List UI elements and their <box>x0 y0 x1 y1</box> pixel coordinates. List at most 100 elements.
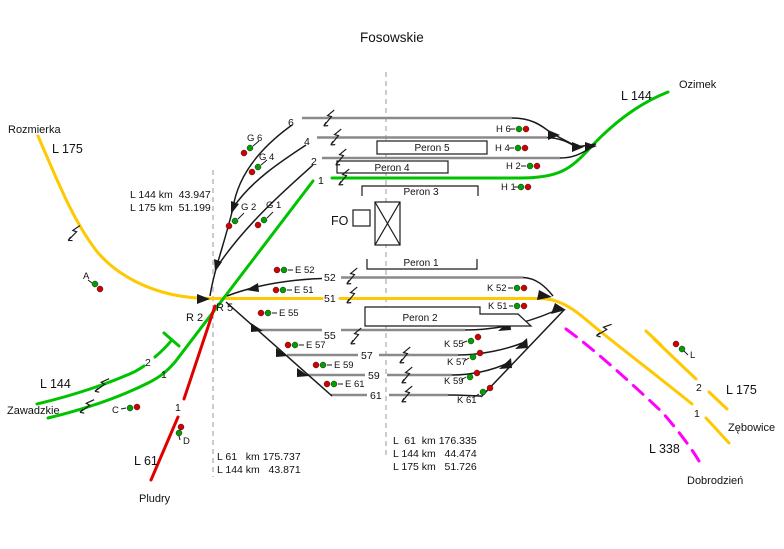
signal-k55: K 55 <box>444 333 482 350</box>
line-number-l338: L 338 <box>649 442 680 456</box>
signal-label: H 2 <box>506 161 521 172</box>
signal-label: E 52 <box>295 265 315 276</box>
line-number-l144-sw: L 144 <box>40 377 71 391</box>
platform-label: Peron 1 <box>403 258 438 269</box>
station-building-cross <box>374 201 401 246</box>
track-number-6: 6 <box>288 117 294 129</box>
km-value: L 144 km 43.947 <box>130 189 211 201</box>
signal-g4: G 4 <box>248 152 274 176</box>
signal-e52: E 52 <box>273 265 315 276</box>
signal-h4: H 4 <box>495 143 529 154</box>
platforms: Peron 5 Peron 4 Peron 3 Peron 1 Peron 2 <box>336 140 533 327</box>
signal-h6: H 6 <box>496 124 530 135</box>
station-tracks <box>258 116 560 397</box>
signal-e61: E 61 <box>323 379 365 390</box>
track-number-sw-1: 1 <box>161 369 167 381</box>
track-number-55: 55 <box>324 330 336 342</box>
line-338-dashed <box>564 327 701 463</box>
km-post-northwest: L 144 km 43.947 L 175 km 51.199 <box>130 189 211 214</box>
track-number-61: 61 <box>370 390 382 402</box>
signal-label: E 57 <box>306 340 326 351</box>
signals-g-group: G 6 G 4 G 2 G 1 <box>225 133 281 230</box>
signal-label: H 1 <box>501 182 516 193</box>
platform-peron3 <box>361 185 479 196</box>
buffer-stop-green <box>162 331 181 348</box>
signals-k-group: K 52 K 51 K 55 K 57 K 59 K 61 <box>444 283 528 406</box>
signal-label: G 4 <box>259 152 274 163</box>
signal-label: E 61 <box>345 379 365 390</box>
track-number-sw-2: 2 <box>145 357 151 369</box>
signal-label: G 2 <box>241 202 256 213</box>
signal-h2: H 2 <box>506 161 541 172</box>
signal-label: H 4 <box>495 143 510 154</box>
post-r5: R 5 <box>216 302 233 314</box>
destination-ozimek: Ozimek <box>679 79 717 91</box>
signal-label: G 1 <box>266 200 281 211</box>
signal-e59: E 59 <box>312 360 354 371</box>
km-value: L 61 km 175.737 <box>217 451 301 463</box>
platform-peron4 <box>336 160 449 174</box>
line-144-green <box>35 90 670 420</box>
signal-c: C <box>112 403 141 416</box>
signal-g1: G 1 <box>254 200 281 229</box>
line-number-l61: L 61 <box>134 454 158 468</box>
signal-label: H 6 <box>496 124 511 135</box>
signal-label: E 51 <box>294 285 314 296</box>
east-curve-track57 <box>457 341 526 356</box>
signal-l: L <box>672 340 695 361</box>
signal-label: D <box>183 436 190 447</box>
km-post-south: L 61 km 175.737 L 144 km 43.871 <box>217 451 301 476</box>
west-curve-track52 <box>226 277 323 297</box>
track-number-2: 2 <box>311 156 317 168</box>
signals-h-group: H 6 H 4 H 2 H 1 <box>495 124 541 193</box>
signal-k52: K 52 <box>487 283 528 294</box>
station-building-label: FO <box>331 214 349 228</box>
platform-label: Peron 5 <box>414 143 449 154</box>
signal-g2: G 2 <box>225 202 256 230</box>
line-number-l144-ne: L 144 <box>621 89 652 103</box>
signal-label: K 52 <box>487 283 507 294</box>
signal-g6: G 6 <box>240 133 262 157</box>
east-curve-track52 <box>522 276 554 297</box>
platform-label: Peron 2 <box>402 313 437 324</box>
line-61-red <box>149 304 217 482</box>
line-number-l175-se: L 175 <box>726 383 757 397</box>
track-number-1: 1 <box>318 175 324 187</box>
signal-label: K 55 <box>444 339 464 350</box>
east-yard-diagonal <box>480 309 565 398</box>
signals-single: A C D L <box>83 271 695 447</box>
signals-e-group: E 52 E 51 E 55 E 57 E 59 E 61 <box>257 265 365 390</box>
platform-label: Peron 3 <box>403 187 438 198</box>
signal-k57: K 57 <box>447 349 484 368</box>
west-curve-track2 <box>216 164 314 268</box>
km-value: L 175 km 51.199 <box>130 202 211 214</box>
platform-peron1 <box>366 259 478 270</box>
platform-peron2 <box>364 306 533 327</box>
buffer-stop-yellow <box>644 329 663 347</box>
station-building-group: FO <box>331 201 401 246</box>
signal-e51: E 51 <box>272 285 314 296</box>
km-value: L 144 km 43.871 <box>217 464 301 476</box>
signal-label: E 59 <box>334 360 354 371</box>
track-number-59: 59 <box>368 370 380 382</box>
signal-a: A <box>83 271 104 293</box>
signal-label: K 59 <box>444 376 464 387</box>
signal-label: L <box>690 350 695 361</box>
signal-label: K 61 <box>457 395 477 406</box>
signal-k61: K 61 <box>457 384 494 406</box>
station-title: Fosowskie <box>360 30 424 45</box>
signal-label: A <box>83 271 90 282</box>
green-track2-stub <box>35 364 146 406</box>
track-number-se-1: 1 <box>694 408 700 420</box>
east-curve-track61 <box>447 394 482 397</box>
signal-label: K 51 <box>488 301 508 312</box>
destination-dobrodzien: Dobrodzień <box>687 475 743 487</box>
destination-zawadzkie: Zawadzkie <box>7 405 60 417</box>
signal-d: D <box>175 423 190 447</box>
signal-e57: E 57 <box>284 340 326 351</box>
line-number-l175-nw: L 175 <box>52 142 83 156</box>
track-number-52: 52 <box>324 272 336 284</box>
km-value: L 144 km 44.474 <box>393 448 477 460</box>
